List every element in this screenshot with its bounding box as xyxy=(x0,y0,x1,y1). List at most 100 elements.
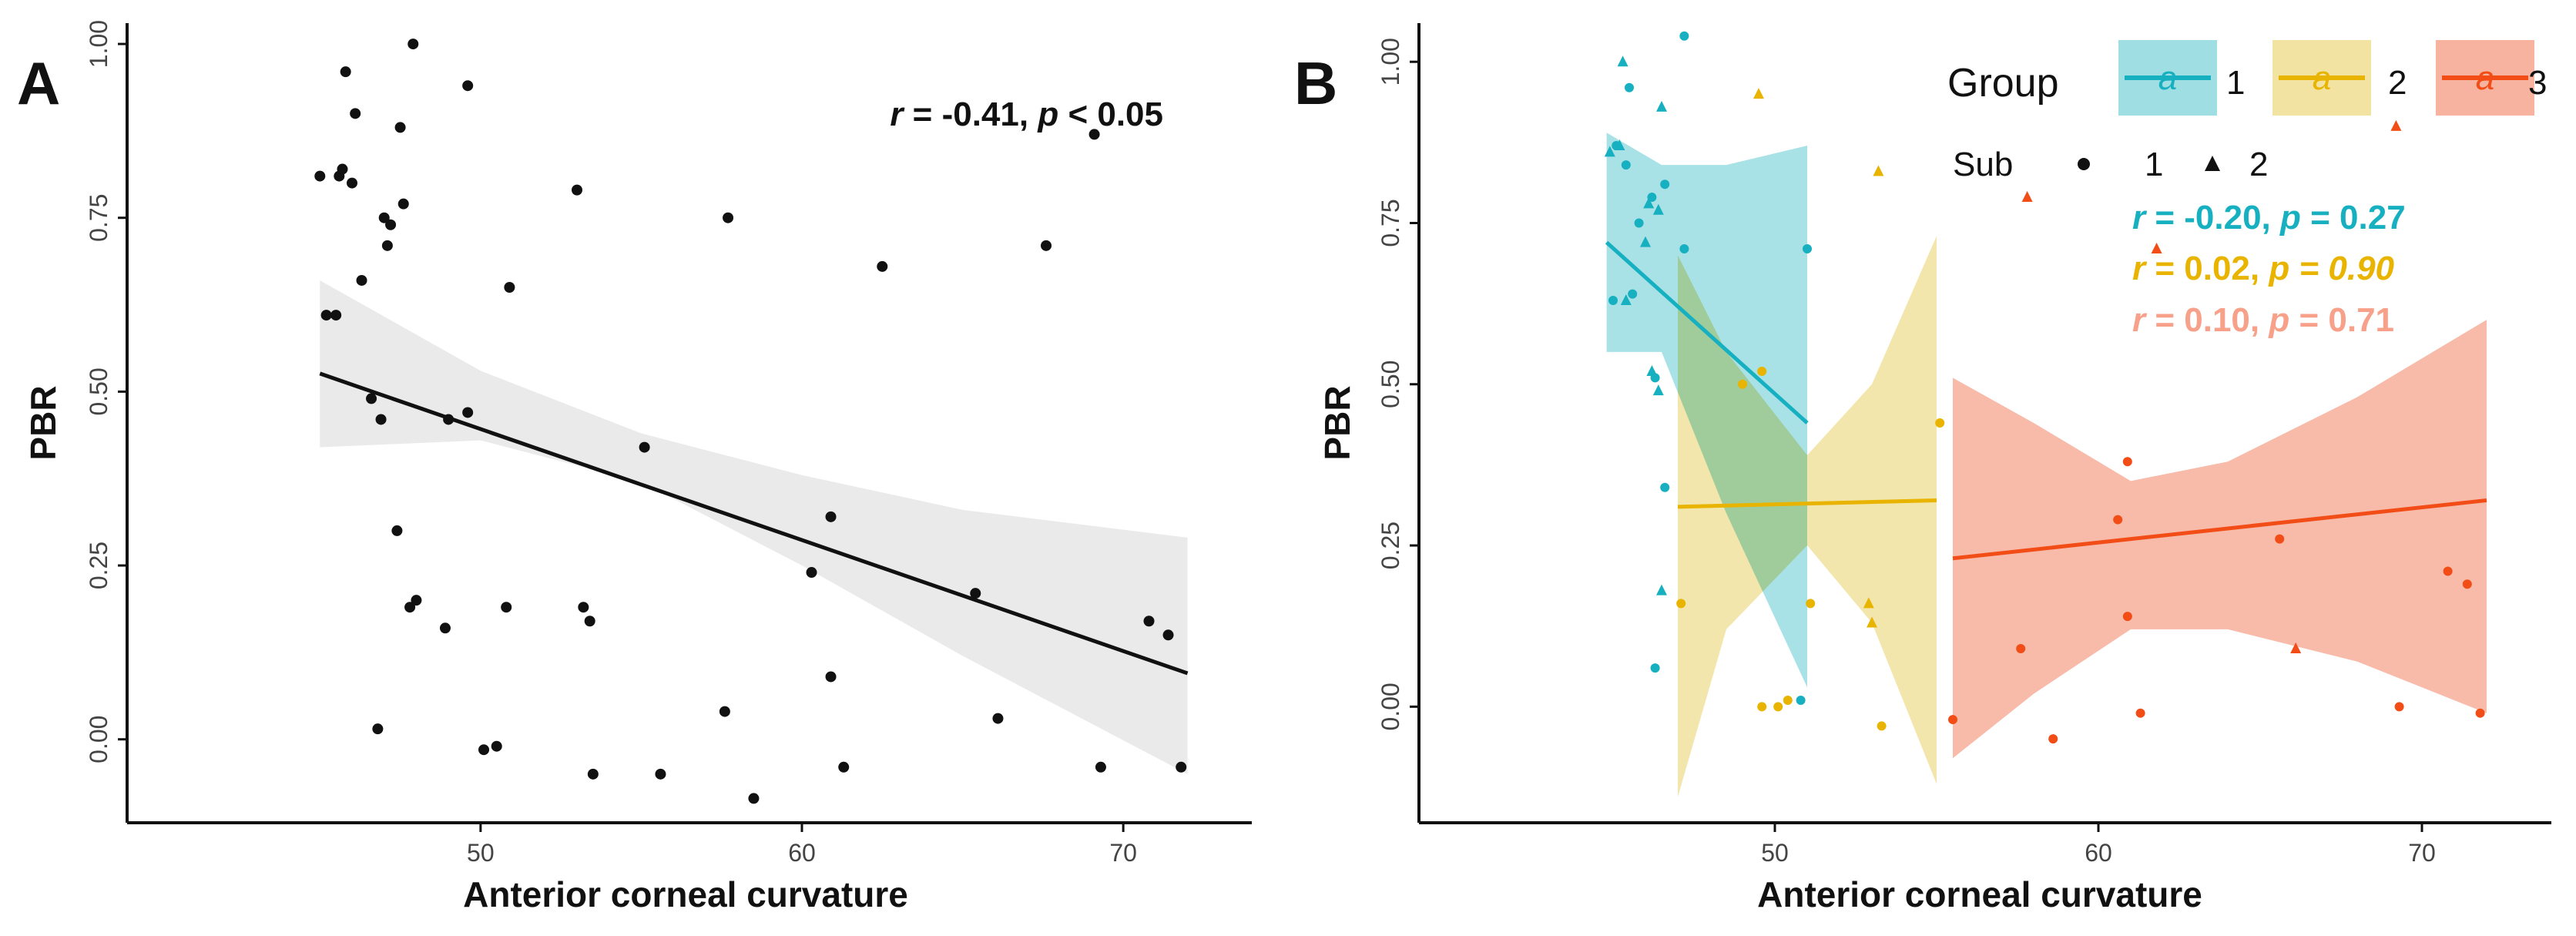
panel-a-data-point xyxy=(491,740,502,752)
group3-sub2-point xyxy=(2390,119,2402,131)
x-tick-label: 70 xyxy=(1109,839,1137,867)
y-tick-label: 0.50 xyxy=(1377,361,1404,408)
group3-regression-line xyxy=(1952,498,2487,561)
group1-sub2-point xyxy=(1617,55,1628,67)
group1-regression-line xyxy=(1605,240,1809,424)
group1-sub1-point xyxy=(1660,179,1670,190)
panel-a-p-value: < 0.05 xyxy=(1058,96,1163,133)
group1-sub1-point xyxy=(1660,482,1670,492)
panel-a-data-point xyxy=(391,525,403,536)
panel-a-letter: A xyxy=(17,49,60,117)
group1-r-value: = -0.20, xyxy=(2145,199,2280,237)
group3-confidence-band xyxy=(1953,320,2487,759)
panel-a-data-point xyxy=(825,671,837,683)
group3-p-value: = 0.71 xyxy=(2289,301,2394,339)
panel-a-data-point xyxy=(366,393,377,404)
panel-a-data-point xyxy=(1088,129,1100,140)
panel-a-data-point xyxy=(372,723,384,735)
group3-sub1-point xyxy=(2394,702,2404,712)
group2-correlation-label: r = 0.02, p = 0.90 xyxy=(2132,250,2395,287)
panel-a-data-point xyxy=(748,793,760,804)
panel-a-data-point xyxy=(314,170,326,182)
group2-p-value: = 0.90 xyxy=(2289,250,2394,287)
panel-a-confidence-band xyxy=(320,280,1188,774)
y-tick-label: 0.00 xyxy=(1377,683,1404,730)
panel-a-data-point xyxy=(381,240,393,251)
group3-sub1-point xyxy=(2462,579,2472,589)
group3-sub1-point xyxy=(2475,708,2485,718)
panel-a-data-point xyxy=(578,602,589,613)
legend-group2-key: a xyxy=(2272,40,2371,116)
panel-a-data-point xyxy=(719,706,730,717)
group1-sub1-point xyxy=(1679,243,1689,253)
panel-a-data-point xyxy=(443,414,454,425)
y-tick-label: 1.00 xyxy=(1377,38,1404,86)
legend-sub1-label: 1 xyxy=(2145,146,2163,183)
y-tick-label: 0.25 xyxy=(1377,522,1404,569)
x-tick-label: 50 xyxy=(1761,839,1789,867)
x-tick-label: 70 xyxy=(2408,839,2436,867)
group1-sub1-point xyxy=(1796,695,1806,705)
group1-sub1-point xyxy=(1634,218,1644,228)
group1-sub1-point xyxy=(1679,31,1689,41)
panel-a-data-point xyxy=(1176,761,1187,773)
panel-a-data-point xyxy=(1095,761,1106,773)
legend-group3-label: 3 xyxy=(2528,64,2547,102)
panel-a-data-point xyxy=(584,616,595,627)
group2-sub1-point xyxy=(1783,695,1793,705)
panel-a-data-point xyxy=(320,310,332,321)
panel-a-data-point xyxy=(572,184,582,196)
group2-p-symbol: p xyxy=(2268,250,2289,287)
y-tick-label: 0.75 xyxy=(85,194,112,242)
legend-sub-title: Sub xyxy=(1953,146,2013,183)
panel-a-data-point xyxy=(1041,240,1052,251)
panel-a-correlation-label: r = -0.41, p < 0.05 xyxy=(890,96,1163,133)
group1-sub2-point xyxy=(1656,100,1667,112)
panel-a-data-point xyxy=(337,163,348,175)
group3-correlation-label: r = 0.10, p = 0.71 xyxy=(2132,301,2394,339)
group1-sub2-point xyxy=(1656,584,1667,595)
group1-sub1-point xyxy=(1628,289,1638,299)
panel-a-data-point xyxy=(347,177,357,189)
panel-a-data-point xyxy=(385,219,397,230)
y-tick-label: 0.75 xyxy=(1377,199,1404,247)
panel-a-data-point xyxy=(340,66,351,78)
panel-a-data-point xyxy=(394,122,406,133)
panel-a-r-value: = -0.41, xyxy=(903,96,1038,133)
group3-sub1-point xyxy=(2048,734,2058,744)
panel-a-data-point xyxy=(439,622,451,634)
panel-a-data-point xyxy=(462,407,474,418)
legend-group2-label: 2 xyxy=(2388,64,2407,102)
group1-sub1-point xyxy=(1647,193,1657,203)
group3-sub2-point xyxy=(2021,191,2033,203)
group2-regression-line xyxy=(1677,498,1937,509)
panel-b-letter: B xyxy=(1294,49,1337,117)
group1-sub1-point xyxy=(1650,373,1660,383)
group1-sub2-point xyxy=(1640,236,1651,247)
group1-sub2-point xyxy=(1652,384,1664,396)
panel-a-data-point xyxy=(375,414,387,425)
panel-a-data-point xyxy=(992,713,1004,724)
y-tick-label: 1.00 xyxy=(85,20,112,68)
group3-sub1-point xyxy=(2113,515,2123,525)
group1-sub1-point xyxy=(1621,160,1631,170)
panel-a-data-point xyxy=(501,602,512,613)
panel-a-data-point xyxy=(723,212,734,223)
legend-key-glyph: a xyxy=(2313,59,2331,97)
panel-a-data-point xyxy=(356,274,367,286)
panel-a-data-point xyxy=(378,212,390,223)
group3-sub1-point xyxy=(2443,566,2453,576)
panel-a-x-title: Anterior corneal curvature xyxy=(463,874,908,914)
group3-sub2-point xyxy=(2290,642,2302,653)
group2-sub1-point xyxy=(1773,702,1783,712)
panel-a-data-point xyxy=(504,281,515,293)
panel-a-p-symbol: p xyxy=(1037,96,1058,133)
group3-r-symbol: r xyxy=(2132,301,2148,339)
group1-sub2-point xyxy=(1604,146,1615,157)
panel-a-data-point xyxy=(1162,629,1174,641)
group3-p-symbol: p xyxy=(2268,301,2289,339)
group1-sub2-point xyxy=(1614,139,1625,151)
panel-a-data-point xyxy=(587,768,599,780)
